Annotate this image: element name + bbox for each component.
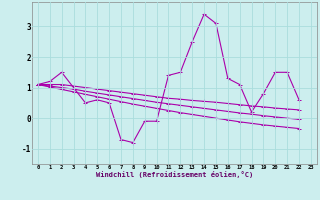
X-axis label: Windchill (Refroidissement éolien,°C): Windchill (Refroidissement éolien,°C) xyxy=(96,171,253,178)
